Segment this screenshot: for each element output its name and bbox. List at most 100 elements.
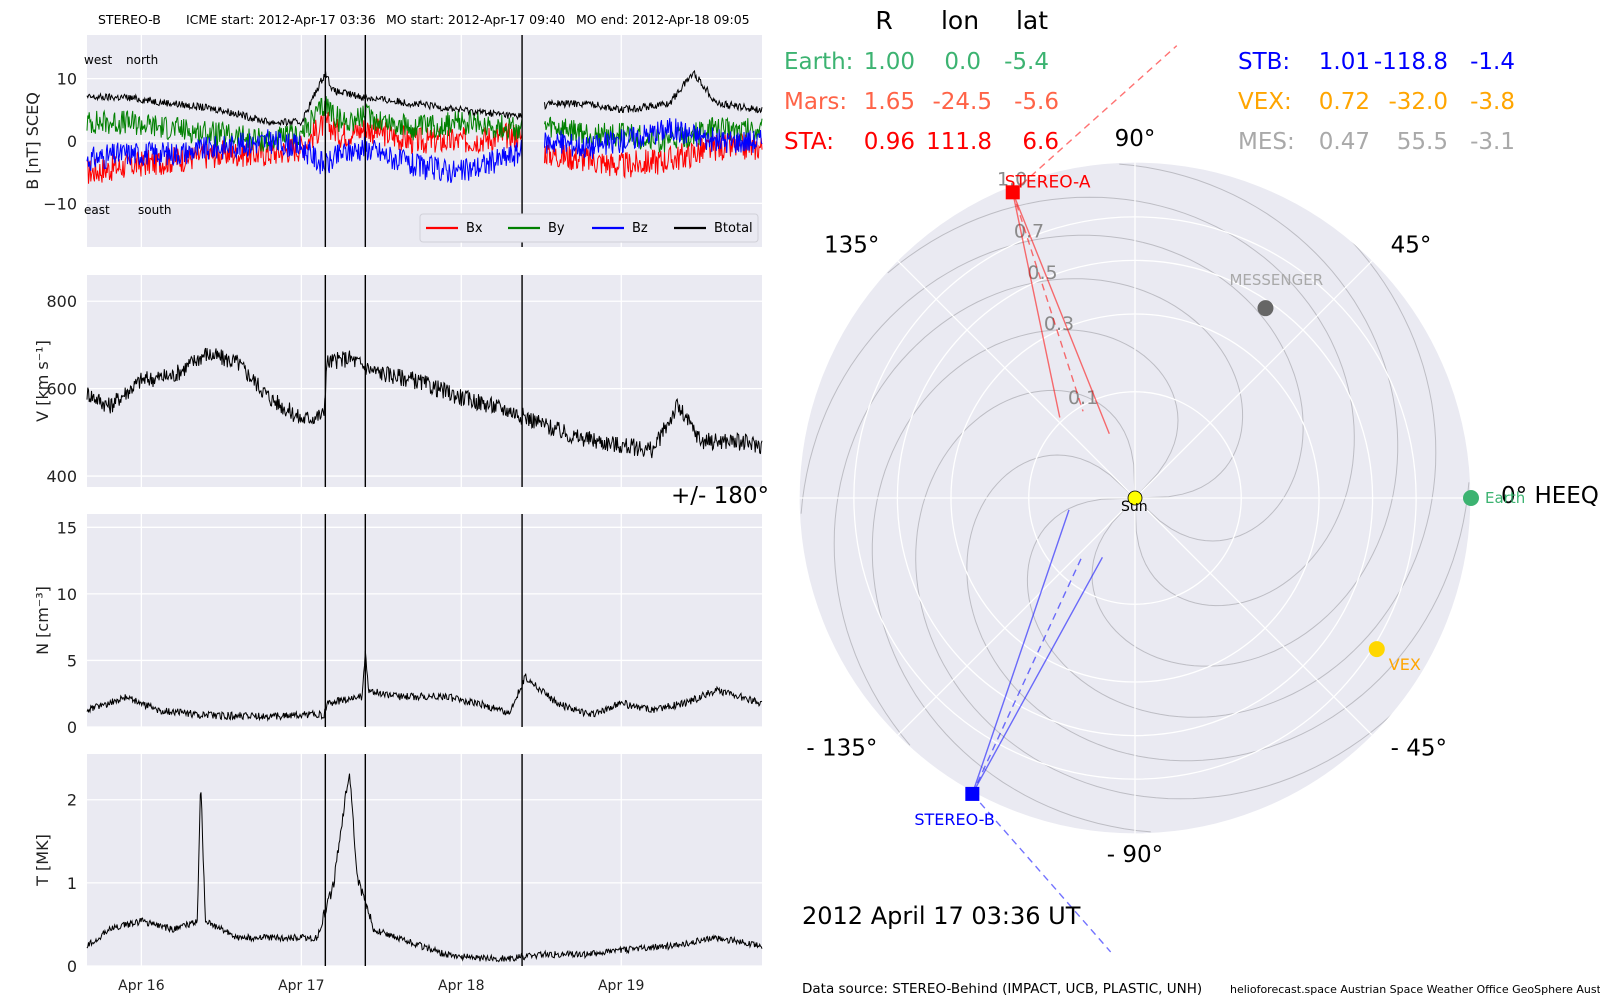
angle-label: 45° bbox=[1391, 232, 1432, 258]
header-mo-end: MO end: 2012-Apr-18 09:05 bbox=[576, 12, 750, 27]
polar-plot: 0.10.30.50.71.090°45°0° HEEQ- 45°- 90°- … bbox=[671, 45, 1599, 953]
panel-speed: 400 600 800 V [km s⁻¹] bbox=[33, 275, 763, 487]
radial-label: 0.3 bbox=[1044, 313, 1074, 335]
series-line bbox=[86, 347, 763, 459]
table-row-vex: VEX: 0.72 -32.0 -3.8 bbox=[1238, 89, 1515, 115]
table-row-sta: STA: 0.96 111.8 6.6 bbox=[784, 129, 1059, 155]
positions-table: R lon lat Earth: 1.00 0.0 -5.4 Mars: 1.6… bbox=[784, 6, 1515, 155]
field-direction-labels: west north east south bbox=[84, 53, 172, 217]
legend-bz: Bz bbox=[632, 221, 648, 236]
marker-stereo-a bbox=[1005, 185, 1020, 200]
fov-line bbox=[1012, 192, 1061, 418]
annotation-north: north bbox=[126, 53, 158, 67]
table-header-lon: lon bbox=[941, 6, 979, 35]
angle-label: - 135° bbox=[806, 736, 877, 762]
row-mes-name: MES: bbox=[1238, 129, 1295, 155]
angle-label: - 90° bbox=[1107, 842, 1163, 868]
y-tick-label: 0 bbox=[67, 957, 77, 976]
series-line bbox=[86, 69, 763, 127]
radial-label: 0.5 bbox=[1027, 262, 1057, 284]
row-stb-r: 1.01 bbox=[1319, 49, 1370, 75]
row-sta-name: STA: bbox=[784, 129, 834, 155]
marker-messenger bbox=[1257, 300, 1274, 317]
plot-background bbox=[87, 514, 762, 727]
row-mars-lon: -24.5 bbox=[932, 89, 992, 115]
fov-line bbox=[971, 557, 1083, 795]
row-earth-lat: -5.4 bbox=[1004, 49, 1049, 75]
body-label: STEREO-A bbox=[1005, 172, 1091, 192]
y-tick-label: 0 bbox=[67, 132, 77, 151]
credits: helioforecast.space Austrian Space Weath… bbox=[1230, 983, 1600, 996]
marker-stereo-b bbox=[965, 786, 980, 801]
table-header-r: R bbox=[875, 6, 892, 35]
y-tick-label: 1 bbox=[67, 874, 77, 893]
row-mes-lat: -3.1 bbox=[1470, 129, 1515, 155]
y-axis-label: V [km s⁻¹] bbox=[33, 340, 52, 422]
table-row-stb: STB: 1.01 -118.8 -1.4 bbox=[1238, 49, 1515, 75]
row-earth-r: 1.00 bbox=[864, 49, 915, 75]
row-stb-lat: -1.4 bbox=[1470, 49, 1515, 75]
table-row-earth: Earth: 1.00 0.0 -5.4 bbox=[784, 49, 1049, 75]
angle-label: 135° bbox=[824, 232, 879, 258]
fov-line bbox=[1012, 192, 1110, 434]
y-tick-label: 2 bbox=[67, 791, 77, 810]
row-mes-r: 0.47 bbox=[1319, 129, 1370, 155]
y-tick-label: 600 bbox=[46, 380, 77, 399]
annotation-south: south bbox=[138, 203, 172, 217]
fov-line bbox=[1012, 45, 1178, 193]
y-tick-label: −10 bbox=[43, 194, 77, 213]
angle-label: +/- 180° bbox=[671, 483, 769, 509]
angle-label: - 45° bbox=[1391, 736, 1447, 762]
y-axis-label: B [nT] SCEQ bbox=[23, 92, 42, 190]
row-vex-r: 0.72 bbox=[1319, 89, 1370, 115]
y-axis-label: T [MK] bbox=[33, 834, 52, 887]
annotation-west: west bbox=[84, 53, 112, 67]
panel-temperature: 0 1 2 T [MK] Apr 16 Apr 17 Apr 18 Apr 19 bbox=[33, 754, 763, 994]
row-sta-lon: 111.8 bbox=[926, 129, 992, 155]
fov-line bbox=[971, 509, 1070, 795]
marker-earth bbox=[1463, 490, 1479, 506]
body-label: Earth bbox=[1485, 489, 1525, 507]
row-earth-name: Earth: bbox=[784, 49, 853, 75]
row-mars-lat: -5.6 bbox=[1014, 89, 1059, 115]
x-tick-label: Apr 17 bbox=[278, 978, 324, 994]
radial-label: 0.1 bbox=[1068, 387, 1098, 409]
y-tick-label: 0 bbox=[67, 718, 77, 737]
legend-bx: Bx bbox=[466, 221, 483, 236]
row-sta-r: 0.96 bbox=[864, 129, 915, 155]
fov-line bbox=[971, 793, 1112, 953]
marker-vex bbox=[1368, 641, 1385, 658]
data-source: Data source: STEREO-Behind (IMPACT, UCB,… bbox=[802, 981, 1202, 997]
fov-line bbox=[971, 556, 1104, 795]
row-mes-lon: 55.5 bbox=[1397, 129, 1448, 155]
table-header-lat: lat bbox=[1016, 6, 1048, 35]
legend-btotal: Btotal bbox=[714, 221, 753, 236]
series-line bbox=[86, 650, 763, 722]
row-sta-lat: 6.6 bbox=[1022, 129, 1059, 155]
x-tick-label: Apr 18 bbox=[438, 978, 484, 994]
series-line bbox=[86, 96, 763, 154]
header-icme-start: ICME start: 2012-Apr-17 03:36 bbox=[186, 12, 376, 27]
x-tick-label: Apr 19 bbox=[598, 978, 644, 994]
b-legend: Bx By Bz Btotal bbox=[419, 213, 759, 243]
angle-label: 90° bbox=[1115, 126, 1156, 152]
annotation-east: east bbox=[84, 203, 110, 217]
row-stb-lon: -118.8 bbox=[1374, 49, 1448, 75]
legend-by: By bbox=[548, 221, 565, 236]
date-label: 2012 April 17 03:36 UT bbox=[802, 902, 1081, 930]
row-vex-name: VEX: bbox=[1238, 89, 1292, 115]
y-tick-label: 400 bbox=[46, 467, 77, 486]
y-tick-label: 15 bbox=[57, 518, 77, 537]
body-label: VEX bbox=[1389, 655, 1421, 674]
row-stb-name: STB: bbox=[1238, 49, 1290, 75]
y-tick-label: 10 bbox=[57, 585, 77, 604]
y-tick-label: 800 bbox=[46, 292, 77, 311]
body-label: STEREO-B bbox=[914, 810, 994, 829]
body-label: Sun bbox=[1121, 499, 1148, 515]
fov-line bbox=[1012, 192, 1084, 412]
table-row-mars: Mars: 1.65 -24.5 -5.6 bbox=[784, 89, 1059, 115]
body-label: MESSENGER bbox=[1229, 271, 1323, 289]
panel-density: 0 5 10 15 N [cm⁻³] bbox=[33, 514, 763, 737]
plot-background bbox=[87, 754, 762, 966]
